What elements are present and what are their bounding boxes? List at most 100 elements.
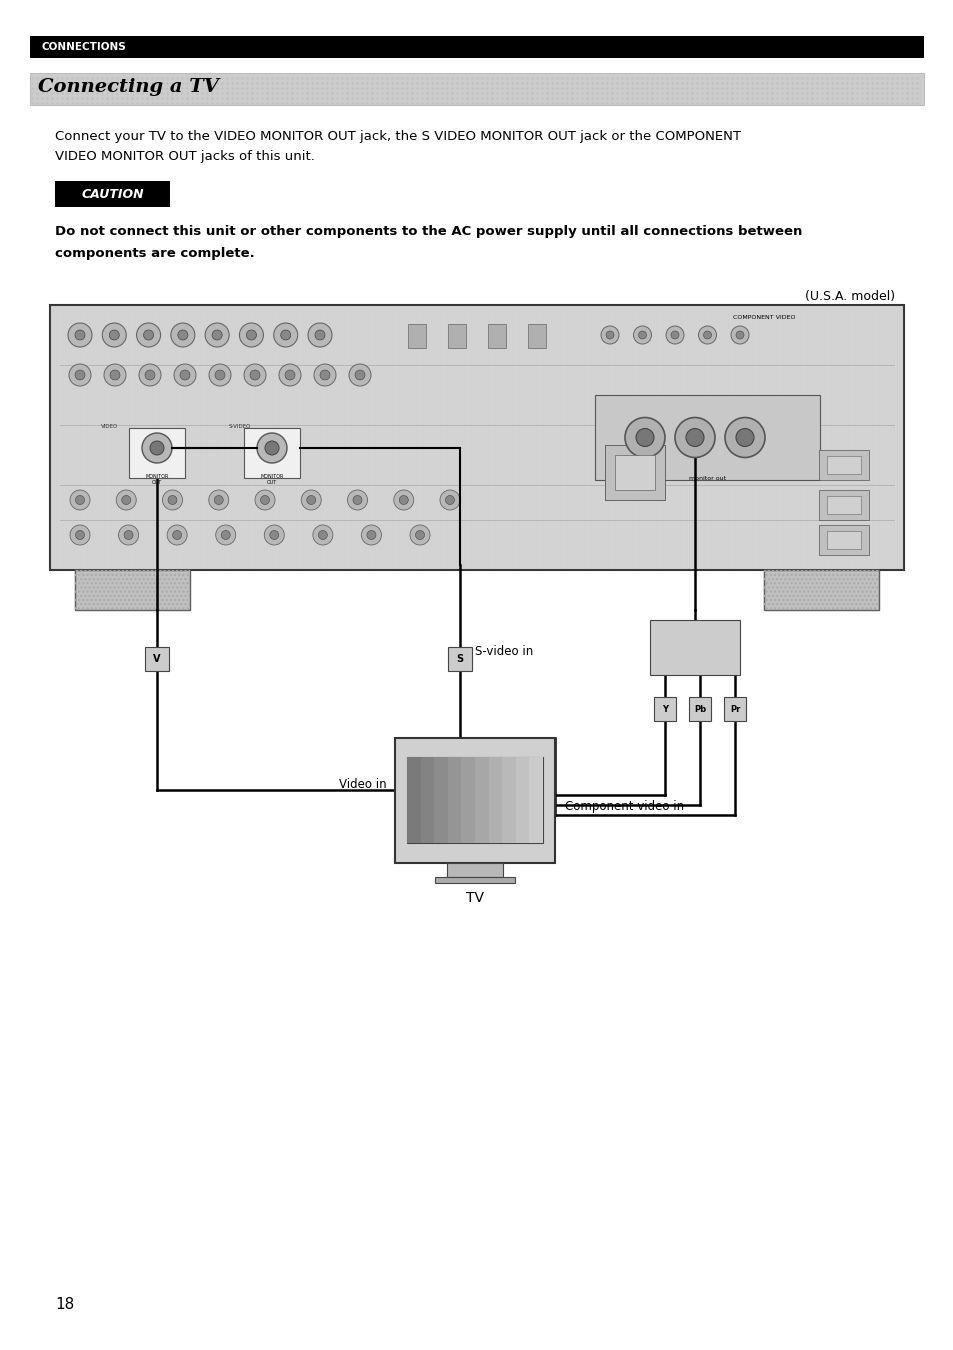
Text: Component video in: Component video in bbox=[564, 801, 683, 813]
Circle shape bbox=[394, 490, 414, 510]
Bar bbox=[75, 570, 190, 610]
Bar bbox=[408, 324, 426, 348]
Circle shape bbox=[150, 441, 164, 455]
Circle shape bbox=[168, 495, 177, 505]
Circle shape bbox=[636, 428, 654, 447]
Bar bbox=[434, 756, 447, 842]
Text: CONNECTIONS: CONNECTIONS bbox=[42, 42, 127, 53]
Circle shape bbox=[301, 490, 321, 510]
Circle shape bbox=[353, 495, 361, 505]
Circle shape bbox=[246, 329, 256, 340]
Circle shape bbox=[118, 525, 138, 545]
Bar bbox=[407, 756, 542, 842]
Bar bbox=[244, 428, 299, 478]
Bar bbox=[30, 36, 923, 58]
Circle shape bbox=[136, 323, 160, 347]
Circle shape bbox=[139, 364, 161, 386]
Bar bbox=[461, 756, 475, 842]
Circle shape bbox=[670, 331, 679, 339]
Circle shape bbox=[270, 531, 278, 540]
Circle shape bbox=[215, 525, 235, 545]
Bar bbox=[516, 756, 529, 842]
Text: S-VIDEO: S-VIDEO bbox=[229, 424, 251, 429]
Circle shape bbox=[143, 329, 153, 340]
Bar bbox=[654, 697, 676, 721]
Circle shape bbox=[285, 370, 294, 379]
Bar bbox=[604, 446, 664, 500]
Circle shape bbox=[313, 525, 333, 545]
Circle shape bbox=[264, 525, 284, 545]
Bar bbox=[129, 428, 185, 478]
Bar bbox=[529, 756, 542, 842]
Bar bbox=[501, 756, 516, 842]
Circle shape bbox=[274, 323, 297, 347]
Circle shape bbox=[314, 364, 335, 386]
Bar bbox=[145, 647, 169, 671]
Bar bbox=[420, 756, 434, 842]
Bar bbox=[435, 876, 515, 883]
Circle shape bbox=[439, 490, 459, 510]
Text: TV: TV bbox=[465, 891, 483, 904]
Circle shape bbox=[205, 323, 229, 347]
Bar bbox=[75, 570, 190, 610]
Bar bbox=[649, 620, 740, 675]
Text: Pr: Pr bbox=[729, 705, 740, 714]
Text: S: S bbox=[456, 653, 463, 664]
Bar bbox=[30, 73, 923, 105]
Circle shape bbox=[214, 370, 225, 379]
Bar bbox=[763, 570, 878, 610]
Bar bbox=[527, 324, 545, 348]
Circle shape bbox=[735, 331, 743, 339]
Circle shape bbox=[167, 525, 187, 545]
Text: CAUTION: CAUTION bbox=[81, 188, 144, 201]
Circle shape bbox=[256, 433, 287, 463]
Circle shape bbox=[145, 370, 154, 379]
Circle shape bbox=[307, 495, 315, 505]
Text: Video in: Video in bbox=[339, 778, 387, 791]
Bar bbox=[723, 697, 745, 721]
Circle shape bbox=[172, 531, 181, 540]
Circle shape bbox=[180, 370, 190, 379]
Circle shape bbox=[633, 325, 651, 344]
Circle shape bbox=[75, 531, 85, 540]
Bar bbox=[826, 531, 861, 549]
Circle shape bbox=[349, 364, 371, 386]
Bar bbox=[50, 305, 903, 570]
Circle shape bbox=[605, 331, 614, 339]
Circle shape bbox=[110, 370, 120, 379]
Circle shape bbox=[209, 490, 229, 510]
Bar bbox=[475, 756, 488, 842]
Circle shape bbox=[600, 325, 618, 344]
Circle shape bbox=[209, 364, 231, 386]
Circle shape bbox=[278, 364, 301, 386]
Circle shape bbox=[244, 364, 266, 386]
Circle shape bbox=[75, 370, 85, 379]
Text: MONITOR
OUT: MONITOR OUT bbox=[145, 474, 169, 485]
Circle shape bbox=[347, 490, 367, 510]
Bar bbox=[407, 756, 420, 842]
Circle shape bbox=[250, 370, 260, 379]
Text: Pb: Pb bbox=[693, 705, 705, 714]
Text: 18: 18 bbox=[55, 1297, 74, 1312]
Text: Connect your TV to the VIDEO MONITOR OUT jack, the S VIDEO MONITOR OUT jack or t: Connect your TV to the VIDEO MONITOR OUT… bbox=[55, 130, 740, 143]
Text: Do not connect this unit or other components to the AC power supply until all co: Do not connect this unit or other compon… bbox=[55, 225, 801, 238]
Text: monitor out: monitor out bbox=[688, 477, 725, 481]
Circle shape bbox=[367, 531, 375, 540]
Circle shape bbox=[410, 525, 430, 545]
Circle shape bbox=[361, 525, 381, 545]
Circle shape bbox=[70, 525, 90, 545]
Circle shape bbox=[638, 331, 646, 339]
Text: V: V bbox=[153, 653, 161, 664]
Bar bbox=[763, 570, 878, 610]
Bar bbox=[55, 181, 170, 207]
Circle shape bbox=[318, 531, 327, 540]
Bar bbox=[447, 863, 502, 876]
Circle shape bbox=[214, 495, 223, 505]
Text: (U.S.A. model): (U.S.A. model) bbox=[804, 290, 894, 302]
Circle shape bbox=[116, 490, 136, 510]
Text: COMPONENT VIDEO: COMPONENT VIDEO bbox=[732, 315, 795, 320]
Circle shape bbox=[104, 364, 126, 386]
Bar bbox=[615, 455, 655, 490]
Circle shape bbox=[735, 428, 753, 447]
Bar bbox=[448, 647, 472, 671]
